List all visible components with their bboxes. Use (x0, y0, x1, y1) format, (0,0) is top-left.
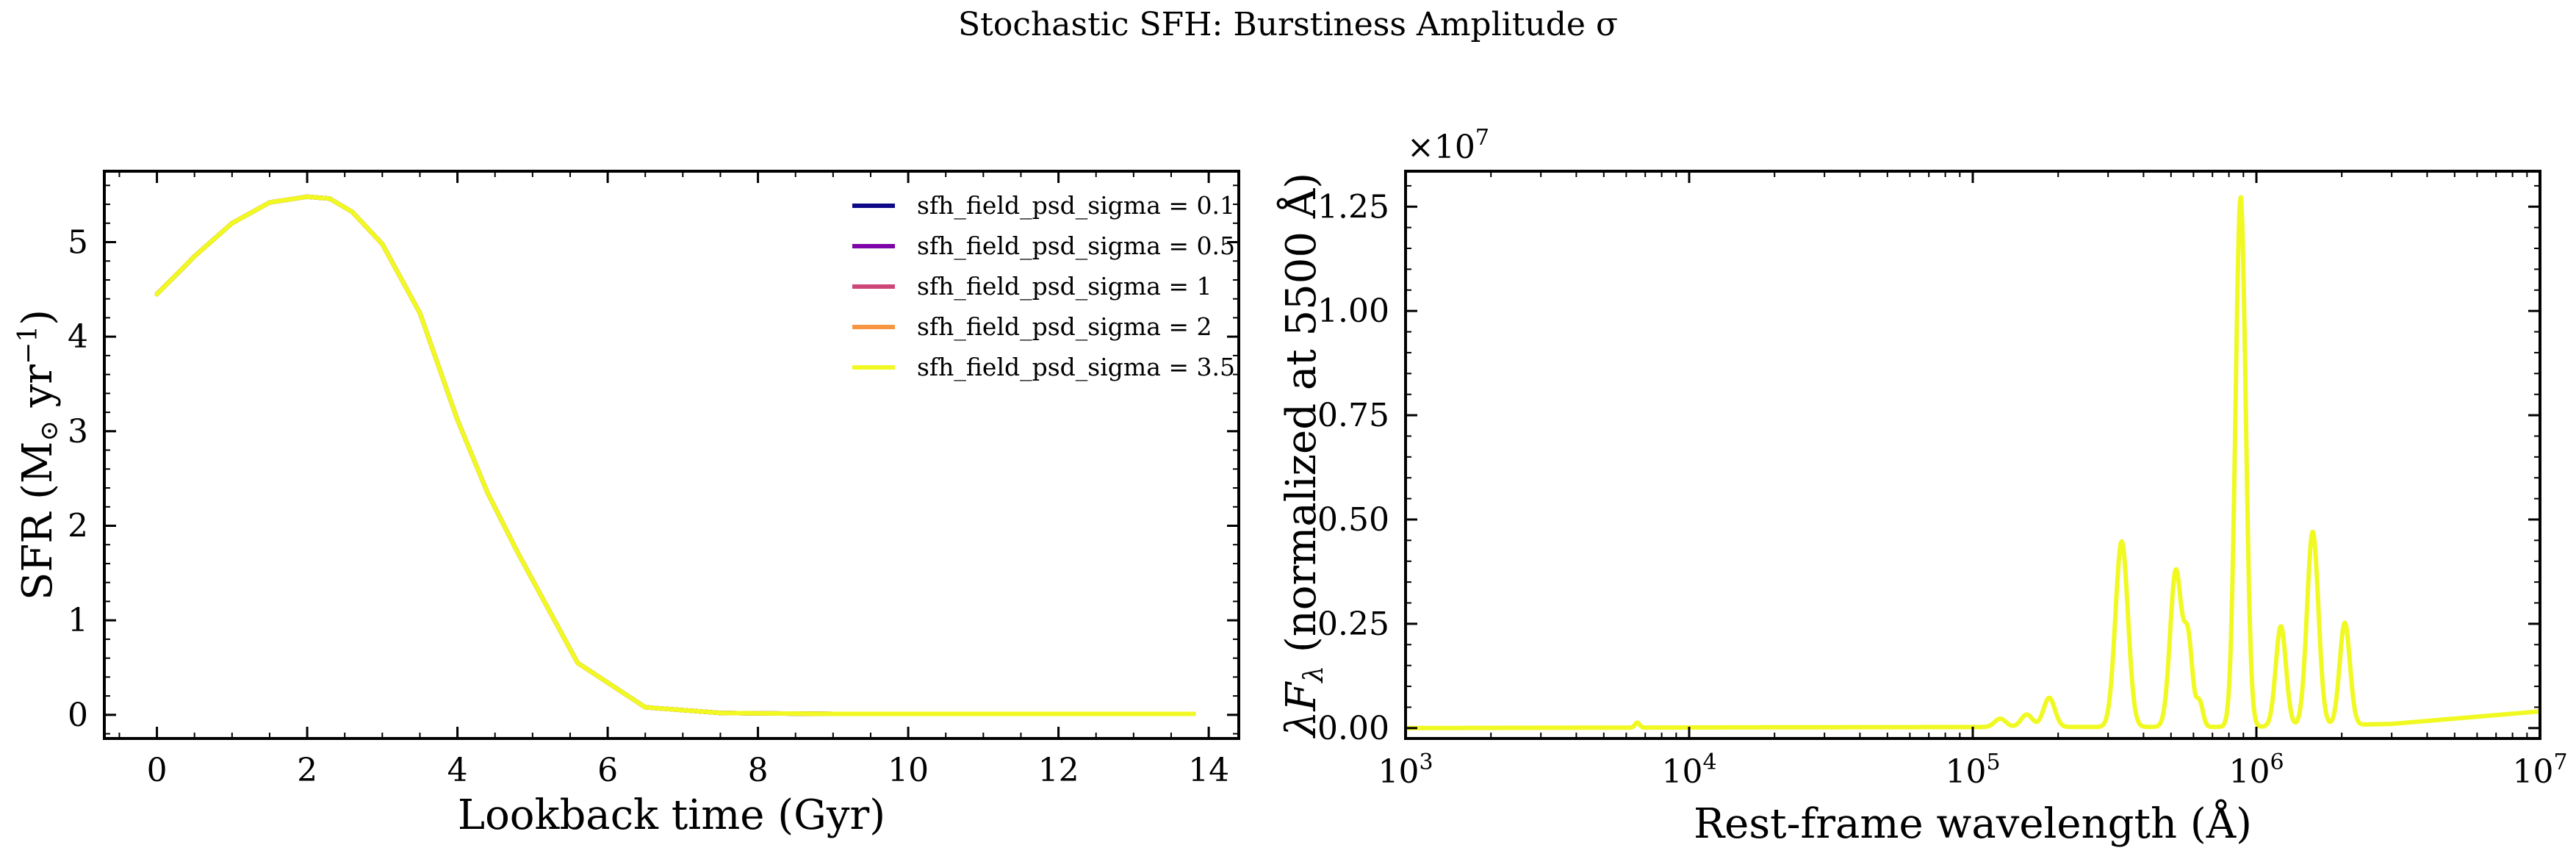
x-tick-label: 103 (1378, 750, 1433, 791)
y-tick-label: 0.50 (1317, 501, 1389, 539)
y-tick-label: 1.00 (1317, 292, 1389, 330)
sfr-ylabel-part: ) (14, 309, 62, 326)
sfr-ylabel-part: SFR (M (14, 442, 62, 600)
spectrum-x-axis-label: Rest-frame wavelength (Å) (1694, 799, 2252, 848)
legend: sfh_field_psd_sigma = 0.1 sfh_field_psd_s… (852, 191, 1235, 382)
spectrum-ticks: 103 104 105 106 107 0.00 0.25 0.50 0.75 1.00 1.25 (1317, 171, 2568, 791)
x-tick-label: 12 (1038, 752, 1079, 789)
sfr-series-line (154, 194, 1196, 716)
spectrum-panel: 103 104 105 106 1070.000.250.500.751.001.25 … (1276, 125, 2568, 848)
x-tick-label: 10 (888, 752, 929, 789)
spectrum-offset-text: ×107 (1407, 125, 1489, 166)
y-tick-label: 0 (68, 697, 88, 734)
x-tick-label: 6 (597, 752, 618, 789)
y-tick-label: 4 (68, 318, 88, 356)
sfr-axes-frame (103, 170, 1240, 740)
sfr-series-group (154, 194, 1196, 716)
legend-label: sfh_field_psd_sigma = 0.5 (917, 231, 1235, 261)
y-tick-label: 0.25 (1317, 605, 1389, 643)
sfr-x-axis-label: Lookback time (Gyr) (458, 791, 885, 839)
sfr-ylabel-part: yr (14, 364, 62, 420)
spectrum-axes-frame (1404, 170, 2541, 740)
y-tick-label: 2 (68, 508, 88, 545)
y-tick-label: 1 (68, 602, 88, 639)
legend-label: sfh_field_psd_sigma = 3.5 (917, 353, 1235, 382)
y-tick-label: 3 (68, 413, 88, 450)
x-tick-label: 8 (748, 752, 769, 789)
sfr-ylabel-sun-subscript: ⊙ (35, 420, 64, 442)
x-tick-label: 0 (147, 752, 168, 789)
spectrum-y-axis-label: λFλ (normalized at 5500 Å) (1276, 173, 1329, 738)
y-tick-label: 0.00 (1317, 710, 1389, 747)
y-tick-label: 0.75 (1317, 397, 1389, 434)
x-tick-label: 2 (297, 752, 317, 789)
x-tick-label: 104 (1661, 750, 1716, 791)
spectrum-series-group (1404, 195, 2541, 730)
spectrum-line (1404, 195, 2541, 730)
x-tick-label: 106 (2228, 750, 2284, 791)
legend-label: sfh_field_psd_sigma = 1 (917, 272, 1212, 301)
legend-label: sfh_field_psd_sigma = 0.1 (917, 191, 1235, 220)
x-tick-label: 107 (2512, 750, 2567, 791)
legend-label: sfh_field_psd_sigma = 2 (917, 312, 1212, 342)
x-tick-label: 14 (1188, 752, 1229, 789)
x-tick-label: 4 (447, 752, 468, 789)
y-tick-label: 5 (68, 224, 88, 262)
x-tick-label: 105 (1945, 750, 2000, 791)
sfr-ylabel-exponent: −1 (13, 326, 43, 364)
figure-title: Stochastic SFH: Burstiness Amplitude σ (958, 6, 1618, 43)
y-tick-label: 1.25 (1317, 188, 1389, 226)
sfr-y-axis-label: SFR (M⊙ yr−1) (13, 309, 64, 600)
